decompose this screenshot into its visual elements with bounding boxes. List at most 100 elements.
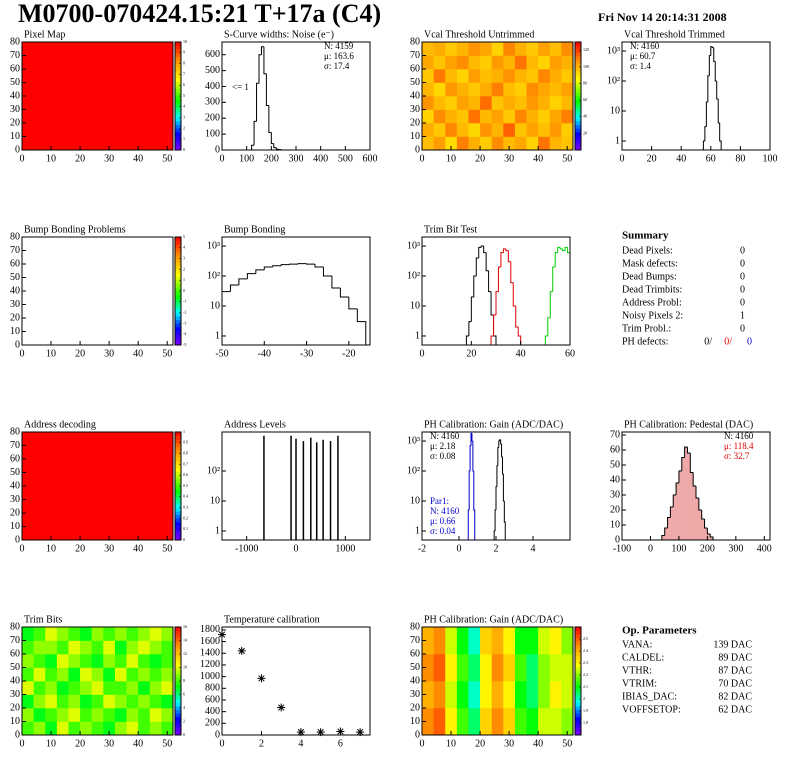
colorbar-tick-label: 100 [583,64,589,69]
summary-value: 0 [740,271,745,282]
heatmap-cell [445,627,458,655]
heatmap-cell [433,109,446,124]
x-tick-label: 0 [220,738,225,749]
colorbar-step [175,298,181,303]
heatmap-cell [422,627,434,655]
colorbar-step [175,432,181,436]
colorbar-tick-label: -5 [183,342,186,347]
colorbar-step [175,63,181,68]
colorbar-tick-label: 2.4 [583,648,588,653]
hist-bin [275,147,279,150]
hist-bin [557,246,561,253]
heatmap-cell [33,667,46,682]
x-tick-label: 0 [20,348,25,359]
colorbar-step [175,659,181,664]
heatmap-cell [22,721,34,736]
heatmap-cell [33,640,46,655]
hist-bin [480,245,484,248]
hist-bin [238,278,248,286]
colorbar-step [175,522,181,526]
annotation: <= 1 [232,82,249,92]
marker [257,674,266,683]
colorbar-step [175,464,181,469]
hist-bin [465,335,469,345]
heatmap-cell [456,627,469,655]
heatmap-cell [161,654,174,668]
x-tick-label: 0 [457,543,462,554]
x-tick-label: 30 [504,153,514,164]
heatmap-cell [114,654,127,668]
hist-bin [719,122,722,150]
colorbar-step [175,139,181,144]
colorbar-tick-label: 5 [183,234,185,239]
y-tick-label: 30 [10,104,20,115]
hist-bin [272,265,282,267]
x-tick-label: 50 [562,738,572,749]
hist-bin [707,75,710,102]
heatmap-cell [80,708,92,722]
heatmap-cell [22,640,34,655]
heatmap-cell [456,654,469,682]
x-tick-label: 10 [46,348,56,359]
colorbar-step [175,496,181,501]
y-tick-label: 60 [410,648,420,659]
colorbar-tick-label: 3 [183,115,185,120]
heatmap-cell [103,667,116,682]
heatmap-cell [114,640,127,655]
hist-bin [314,264,324,268]
colorbar-tick-label: 6 [183,82,185,87]
colorbar-step [575,103,581,108]
y-tick-label: 10² [207,270,220,281]
heatmap-cell [68,694,81,709]
colorbar-tick-label: 80 [583,80,587,85]
y-tick-label: 0 [15,144,20,155]
heatmap-cell [503,42,516,56]
colorbar-tick-label: 40 [583,114,587,119]
heatmap-cell [514,681,527,709]
y-tick-label: 10 [410,716,420,727]
heatmap-cell [91,640,104,655]
colorbar-step [175,446,181,451]
y-tick-label: 10 [10,131,20,142]
hist-bin [498,440,500,448]
heatmap-cell [503,55,516,70]
colorbar-tick-label: 8 [183,61,185,66]
y-tick-label: 60 [10,648,20,659]
heatmap-cell [491,109,504,124]
heatmap-cell [503,123,516,137]
heatmap-cell [468,136,481,151]
colorbar-tick-label: 6 [183,691,185,696]
heatmap-cell [538,654,551,682]
colorbar-step [175,663,181,667]
x-tick-label: 40 [133,738,143,749]
heatmap-cell [491,123,504,137]
heatmap-cell [456,55,469,70]
colorbar-step [175,121,181,126]
heatmap-cell [456,82,469,97]
heatmap-cell [445,109,458,124]
summary-label: Noisy Pixels 2: [622,310,683,321]
hist-bin [270,132,274,145]
y-tick-label: 0 [215,729,220,740]
colorbar-tick-label: 120 [583,47,589,52]
heatmap-cell [138,721,151,736]
summary-value: 1 [740,310,745,321]
heatmap-cell [561,654,574,682]
panel-title: Address decoding [24,419,96,430]
colorbar-step [175,641,181,646]
heatmap-cell [526,69,539,83]
heatmap-cell [561,627,574,655]
colorbar-step [175,681,181,685]
y-tick-label: 80 [410,36,420,47]
colorbar-step [175,124,181,129]
hist-bin [478,246,482,258]
x-tick-label: -1000 [235,543,258,554]
heatmap-cell [561,82,574,97]
heatmap-cell [514,82,527,97]
heatmap-cell [161,694,174,709]
colorbar-step [575,146,581,151]
colorbar-step [175,627,181,631]
heatmap-cell [80,667,92,682]
colorbar-step [175,695,181,700]
colorbar-step [175,287,181,292]
